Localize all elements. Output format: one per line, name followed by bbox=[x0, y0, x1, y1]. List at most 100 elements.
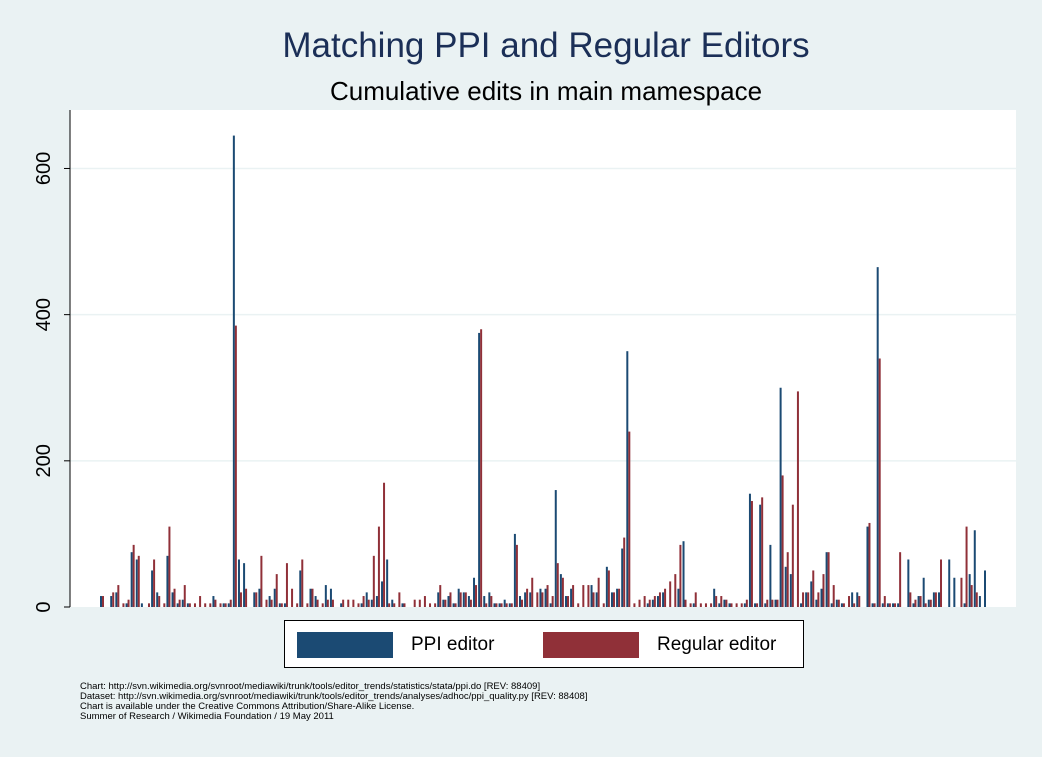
regular-bar-11 bbox=[158, 596, 161, 607]
regular-bar-148 bbox=[858, 596, 861, 607]
ppi-bar-142 bbox=[825, 552, 828, 607]
ppi-bar-96 bbox=[590, 585, 593, 607]
regular-bar-52 bbox=[367, 599, 370, 607]
ppi-bar-67 bbox=[442, 599, 445, 607]
plot-area bbox=[70, 110, 1016, 607]
regular-bar-160 bbox=[919, 596, 922, 607]
regular-bar-159 bbox=[914, 599, 917, 607]
regular-bar-112 bbox=[674, 574, 677, 607]
ppi-bar-123 bbox=[728, 603, 731, 607]
ppi-bar-137 bbox=[800, 603, 803, 607]
ppi-bar-80 bbox=[508, 603, 511, 607]
ppi-bar-39 bbox=[299, 570, 302, 607]
ppi-bar-139 bbox=[810, 581, 813, 607]
ppi-bar-17 bbox=[186, 603, 189, 607]
regular-bar-87 bbox=[546, 585, 549, 607]
y-tick-label-200: 200 bbox=[33, 444, 55, 477]
regular-bar-140 bbox=[817, 592, 820, 607]
source-notes: Chart: http://svn.wikimedia.org/svnroot/… bbox=[80, 682, 587, 722]
gridlines bbox=[70, 167, 1016, 462]
regular-bar-48 bbox=[347, 599, 350, 607]
regular-bar-169 bbox=[965, 526, 968, 607]
regular-bar-26 bbox=[234, 325, 237, 607]
ppi-bar-154 bbox=[886, 603, 889, 607]
ppi-bar-120 bbox=[713, 588, 716, 607]
ppi-bar-147 bbox=[851, 592, 854, 607]
regular-bar-39 bbox=[301, 559, 304, 607]
regular-bar-136 bbox=[796, 391, 799, 607]
legend: PPI editor Regular editor bbox=[284, 620, 804, 668]
bars bbox=[100, 135, 986, 608]
regular-bar-130 bbox=[766, 599, 769, 607]
ppi-bar-31 bbox=[258, 588, 261, 607]
ppi-bar-52 bbox=[365, 592, 368, 607]
regular-bar-111 bbox=[669, 581, 672, 607]
ppi-bar-86 bbox=[539, 588, 542, 607]
ppi-bar-150 bbox=[866, 526, 869, 607]
ppi-bar-25 bbox=[227, 603, 230, 607]
regular-bar-151 bbox=[873, 603, 876, 607]
regular-bar-69 bbox=[454, 603, 457, 607]
regular-bar-92 bbox=[572, 585, 575, 607]
regular-bar-127 bbox=[750, 501, 753, 607]
regular-bar-135 bbox=[791, 504, 794, 607]
ppi-bar-57 bbox=[391, 599, 394, 607]
legend-swatch-regular bbox=[543, 632, 639, 658]
regular-bar-2 bbox=[112, 592, 115, 607]
regular-bar-80 bbox=[510, 603, 513, 607]
regular-bar-70 bbox=[459, 592, 462, 607]
regular-bar-104 bbox=[633, 603, 636, 607]
regular-bar-89 bbox=[556, 563, 559, 607]
ppi-bar-33 bbox=[268, 596, 271, 607]
regular-bar-96 bbox=[592, 592, 595, 607]
ppi-bar-92 bbox=[570, 588, 573, 607]
ppi-bar-47 bbox=[340, 603, 343, 607]
regular-bar-7 bbox=[137, 555, 140, 607]
ppi-bar-116 bbox=[692, 603, 695, 607]
regular-bar-34 bbox=[275, 574, 278, 607]
regular-bar-120 bbox=[715, 596, 718, 607]
regular-bar-44 bbox=[326, 599, 329, 607]
ppi-bar-140 bbox=[815, 599, 818, 607]
ppi-bar-83 bbox=[524, 592, 527, 607]
regular-bar-50 bbox=[357, 603, 360, 607]
ppi-bar-169 bbox=[963, 603, 966, 607]
regular-bar-3 bbox=[117, 585, 120, 607]
ppi-bar-173 bbox=[984, 570, 986, 607]
ppi-bar-11 bbox=[156, 592, 159, 607]
regular-bar-62 bbox=[418, 599, 421, 607]
ppi-bar-78 bbox=[498, 603, 501, 607]
regular-bar-47 bbox=[342, 599, 345, 607]
regular-bar-17 bbox=[188, 603, 191, 607]
regular-bar-109 bbox=[658, 592, 661, 607]
regular-bar-113 bbox=[679, 544, 682, 608]
regular-bar-99 bbox=[607, 570, 610, 607]
regular-bar-171 bbox=[975, 592, 978, 607]
regular-bar-81 bbox=[515, 544, 518, 608]
ppi-bar-130 bbox=[764, 603, 767, 607]
regular-bar-41 bbox=[311, 588, 314, 607]
regular-bar-53 bbox=[372, 555, 375, 607]
regular-bar-28 bbox=[245, 588, 248, 607]
ppi-bar-155 bbox=[892, 603, 895, 607]
regular-bar-131 bbox=[771, 599, 774, 607]
regular-bar-98 bbox=[602, 603, 605, 607]
chart-subtitle: Cumulative edits in main mamespace bbox=[329, 76, 763, 106]
ppi-bar-101 bbox=[616, 588, 619, 607]
regular-bar-162 bbox=[929, 599, 932, 607]
ppi-bar-162 bbox=[927, 599, 930, 607]
regular-bar-45 bbox=[331, 599, 334, 607]
regular-bar-30 bbox=[255, 592, 258, 607]
ppi-bar-15 bbox=[176, 603, 179, 607]
regular-bar-49 bbox=[352, 599, 355, 607]
regular-bar-137 bbox=[802, 592, 805, 607]
ppi-bar-103 bbox=[626, 351, 629, 607]
ppi-bar-97 bbox=[595, 592, 598, 607]
regular-bar-105 bbox=[638, 599, 641, 607]
regular-bar-91 bbox=[566, 596, 569, 607]
regular-bar-79 bbox=[505, 603, 508, 607]
ppi-bar-36 bbox=[283, 603, 286, 607]
regular-bar-58 bbox=[398, 592, 401, 607]
regular-bar-143 bbox=[832, 585, 835, 607]
ppi-bar-27 bbox=[237, 559, 240, 607]
